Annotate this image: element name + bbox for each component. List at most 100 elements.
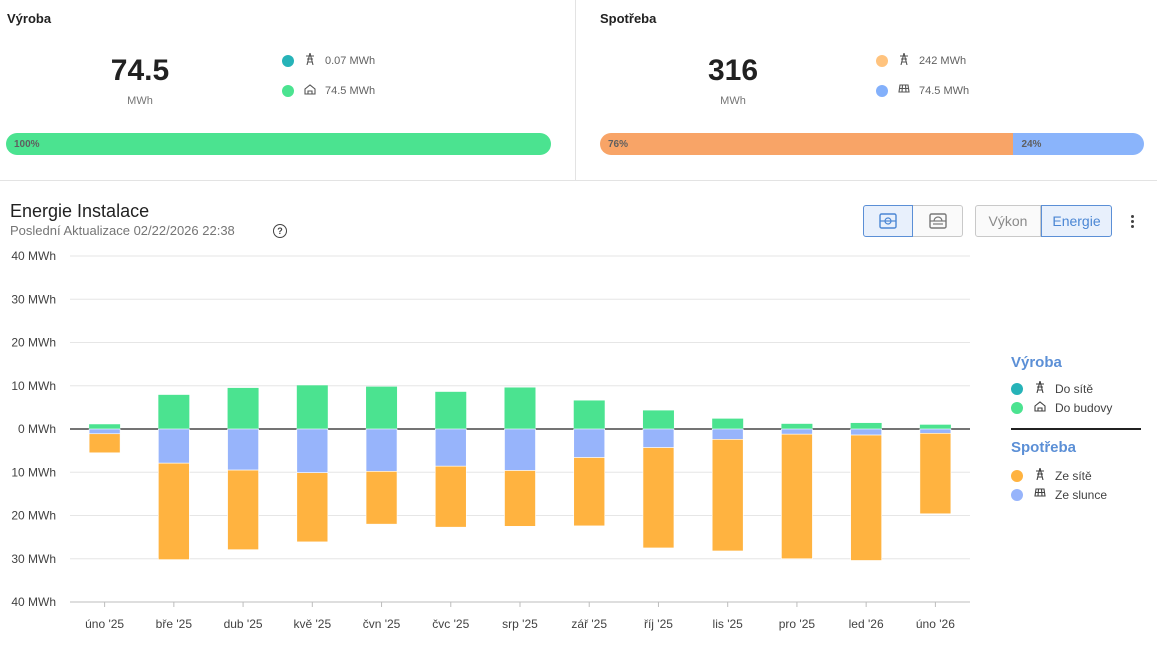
more-vertical-icon[interactable]: [1126, 210, 1138, 232]
legend-production-title: Výroba: [1011, 354, 1062, 371]
y-tick-label: 30 MWh: [11, 552, 56, 566]
bar-segment: [642, 428, 675, 448]
consumption-from-grid-row: 242 MWh: [876, 52, 967, 68]
mode-toggle-group: Výkon Energie: [975, 205, 1112, 237]
bar-segment: [504, 387, 536, 429]
production-bar-segment: 100%: [6, 133, 551, 155]
bar-segment: [296, 385, 328, 429]
consumption-total-value: 316: [707, 54, 759, 87]
bar-segment: [88, 428, 121, 435]
bar-segment: [504, 470, 536, 527]
bar-segment: [642, 410, 674, 429]
bar-segment: [434, 465, 467, 528]
energy-bar-chart: 40 MWh 30 MWh 20 MWh 10 MWh 0 MWh 10 MWh 20 MW…: [11, 249, 970, 631]
legend-from-solar-label: Ze slunce: [1055, 487, 1108, 502]
consumption-bar-grid-segment: 76%: [600, 133, 1014, 155]
legend-consumption-title: Spotřeba: [1011, 439, 1077, 456]
y-tick-label: 10 MWh: [11, 379, 56, 393]
x-tick-label: říj '25: [644, 617, 673, 631]
production-to-building-row: 74.5 MWh: [282, 83, 375, 98]
x-tick-label: čvn '25: [363, 617, 401, 631]
bar-segment: [366, 386, 398, 429]
legend-from-grid-dot: [1011, 469, 1023, 482]
split-view-button[interactable]: [913, 205, 963, 237]
bar-segment: [573, 457, 606, 527]
from-grid-dot: [876, 54, 888, 67]
consumption-from-solar-value: 74.5 MWh: [919, 84, 970, 97]
x-tick-label: led '26: [849, 617, 884, 631]
legend-item-to-grid[interactable]: Do sítě: [1011, 380, 1093, 396]
energy-mode-button[interactable]: Energie: [1041, 205, 1112, 237]
y-tick-label: 10 MWh: [11, 465, 56, 479]
bar-segment: [712, 418, 744, 429]
production-to-grid-value: 0.07 MWh: [325, 54, 376, 67]
production-to-grid-row: 0.07 MWh: [282, 52, 376, 68]
from-solar-dot: [876, 84, 888, 97]
y-tick-label: 20 MWh: [11, 336, 56, 350]
production-total-unit: MWh: [127, 95, 153, 107]
home-icon: [303, 83, 317, 98]
bar-segment: [434, 428, 467, 467]
consumption-bar-solar-segment: 24%: [1013, 133, 1144, 155]
bar-segment: [158, 428, 190, 464]
view-toggle-group: [863, 205, 963, 237]
consumption-progress-bar: 76% 24%: [600, 133, 1144, 155]
legend-item-from-grid[interactable]: Ze sítě: [1011, 467, 1092, 483]
help-icon[interactable]: ?: [273, 224, 287, 238]
section-divider: [0, 180, 1157, 181]
x-tick-label: čvc '25: [432, 617, 469, 631]
bar-segment: [919, 424, 951, 429]
split-view-icon: [928, 213, 947, 229]
to-building-dot: [282, 84, 294, 97]
power-pylon-icon: [897, 52, 911, 68]
consumption-from-grid-value: 242 MWh: [919, 54, 967, 67]
x-tick-label: úno '26: [916, 617, 955, 631]
bar-segment: [573, 428, 606, 458]
last-update-text: Poslední Aktualizace 02/22/2026 22:38: [10, 223, 235, 238]
power-pylon-icon: [1033, 467, 1047, 483]
y-tick-label: 40 MWh: [11, 595, 56, 609]
legend-separator: [1011, 428, 1141, 430]
x-tick-label: dub '25: [224, 617, 263, 631]
bar-segment: [296, 472, 329, 543]
bar-segment: [504, 428, 536, 471]
legend-to-grid-dot: [1011, 382, 1023, 395]
legend-from-solar-dot: [1011, 488, 1023, 501]
bar-segment: [158, 462, 190, 560]
stacked-view-icon: [879, 213, 897, 229]
production-total-value: 74.5: [110, 54, 170, 87]
power-pylon-icon: [1033, 380, 1047, 396]
legend-from-grid-label: Ze sítě: [1055, 468, 1092, 483]
home-icon: [1033, 400, 1047, 415]
bar-segment: [781, 423, 813, 429]
bar-segment: [227, 469, 259, 550]
bar-segment: [711, 428, 744, 440]
solar-panel-icon: [1033, 487, 1047, 502]
to-grid-dot: [282, 54, 294, 67]
bar-segment: [919, 428, 952, 434]
power-pylon-icon: [303, 52, 317, 68]
consumption-card: Spotřeba 316 MWh 242 MWh 74.5 MWh 76% 24…: [576, 0, 1157, 180]
bar-segment: [365, 428, 398, 472]
bar-segment: [711, 439, 744, 552]
y-tick-label: 40 MWh: [11, 249, 56, 263]
y-tick-label: 20 MWh: [11, 509, 56, 523]
stacked-view-button[interactable]: [863, 205, 913, 237]
x-tick-label: kvě '25: [293, 617, 331, 631]
power-mode-button[interactable]: Výkon: [975, 205, 1041, 237]
x-tick-label: bře '25: [156, 617, 193, 631]
y-tick-label: 30 MWh: [11, 292, 56, 306]
bar-segment: [296, 428, 329, 473]
y-tick-label: 0 MWh: [18, 422, 56, 436]
production-card: Výroba 74.5 MWh 0.07 MWh 74.5 MWh 100%: [0, 0, 576, 180]
bar-segment: [158, 394, 190, 429]
bar-segment: [435, 391, 467, 429]
legend-item-to-building[interactable]: Do budovy: [1011, 400, 1112, 415]
consumption-from-solar-row: 74.5 MWh: [876, 83, 969, 98]
legend-item-from-solar[interactable]: Ze slunce: [1011, 487, 1107, 502]
bar-segment: [89, 424, 121, 429]
production-title: Výroba: [7, 11, 52, 26]
chart-title: Energie Instalace: [10, 201, 150, 221]
bar-segment: [781, 428, 813, 435]
x-tick-label: pro '25: [779, 617, 816, 631]
